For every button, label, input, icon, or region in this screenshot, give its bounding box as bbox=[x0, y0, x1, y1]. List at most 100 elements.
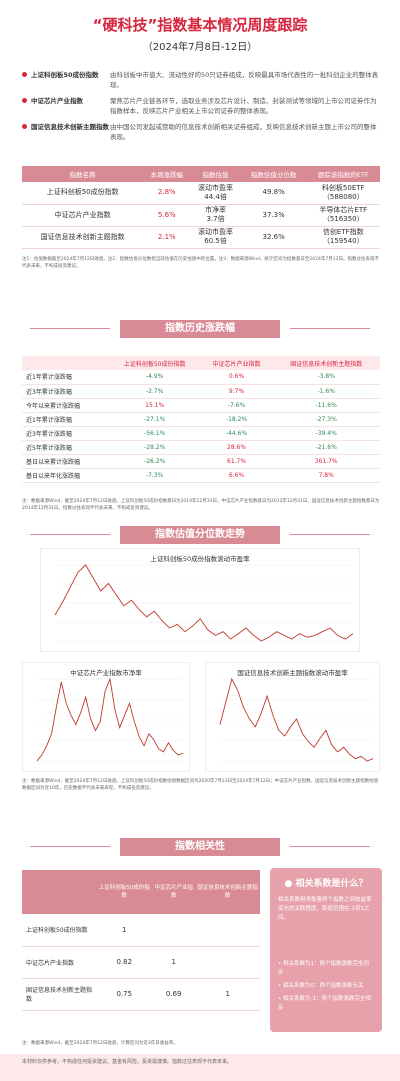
list-item: • 相关系数为0：两个指数涨跌无关 bbox=[278, 983, 364, 989]
pe-chart-star50: 上证科创板50成份指数滚动市盈率 bbox=[40, 548, 360, 652]
row-label: 近1年累计涨跌幅 bbox=[22, 370, 109, 385]
return-value: 6.6% bbox=[200, 468, 273, 483]
intro-row: 中证芯片产业指数 聚焦芯片产业链各环节，选取业务涉及芯片设计、制造、封装测试等领… bbox=[22, 96, 380, 116]
return-value: 0.6% bbox=[200, 370, 273, 385]
return-value: 61.7% bbox=[200, 454, 273, 469]
table-row: 上证科创板50成份指数 1 bbox=[22, 914, 260, 947]
series-line bbox=[219, 677, 374, 762]
explainer-list: • 相关系数为1：两个指数涨跌完全同步 • 相关系数为0：两个指数涨跌无关 • … bbox=[278, 960, 374, 1017]
weekly-change: 5.6% bbox=[143, 204, 191, 227]
return-value: -56.1% bbox=[108, 426, 201, 441]
valuation-percentile: 37.3% bbox=[240, 204, 307, 227]
index-summary-table: 指数名称 本周涨跌幅 指数估值 指数估值分位数 跟踪该指数的ETF 上证科创板5… bbox=[22, 166, 380, 249]
index-intro: 上证科创板50成份指数 由科创板中市值大、流动性好的50只证券组成，反映最具市场… bbox=[22, 70, 380, 148]
list-item: • 相关系数为-1：两个指数涨跌完全相反 bbox=[278, 996, 371, 1011]
row-label: 基日以来累计涨跌幅 bbox=[22, 454, 109, 469]
section-title: 指数历史涨跌幅 bbox=[30, 320, 370, 338]
return-value: -27.1% bbox=[108, 412, 201, 427]
weekly-change: 2.8% bbox=[143, 182, 191, 205]
table-row: 近1年累计涨跌幅 -4.9% 0.6% -3.8% bbox=[22, 370, 380, 385]
return-value: -26.2% bbox=[108, 454, 201, 469]
table-header bbox=[22, 356, 109, 370]
header: “硬科技”指数基本情况周度跟踪 （2024年7月8日-12日） bbox=[0, 0, 400, 66]
table-row: 基日以来累计涨跌幅 -26.2% 61.7% 361.7% bbox=[22, 454, 380, 469]
table-header: 跟踪该指数的ETF bbox=[306, 166, 380, 182]
table-row: 基日以来年化涨跌幅 -7.3% 6.6% 7.8% bbox=[22, 468, 380, 483]
row-label: 近3年累计涨跌幅 bbox=[22, 384, 109, 399]
return-value: 28.6% bbox=[200, 440, 273, 455]
return-value: -21.6% bbox=[272, 440, 380, 455]
bullet-dot-icon bbox=[22, 72, 27, 77]
pb-chart-chip: 中证芯片产业指数市净率 bbox=[22, 662, 190, 772]
footnote: 注：数据来源Wind，截至2024年7月12日收盘，计算区间为近3年日收益率。 bbox=[22, 1041, 178, 1046]
index-name: 国证信息技术创新主题指数 bbox=[22, 226, 144, 249]
explainer-text: 相关系数用来衡量两个指数之间收益率变化的关联程度，取值范围在-1到1之间。 bbox=[278, 897, 372, 921]
line-chart bbox=[54, 564, 354, 642]
row-label: 近5年累计涨跌幅 bbox=[22, 440, 109, 455]
footer: 本材料仅供参考，不构成任何投资建议。基金有风险，投资需谨慎。指数过往表现不代表未… bbox=[0, 1054, 400, 1081]
table-header: 指数估值分位数 bbox=[240, 166, 307, 182]
valuation: 滚动市盈率 60.5倍 bbox=[190, 226, 241, 249]
return-value: -4.9% bbox=[108, 370, 201, 385]
table-row: 近5年累计涨跌幅 -28.2% 28.6% -21.6% bbox=[22, 440, 380, 455]
intro-desc: 由科创板中市值大、流动性好的50只证券组成，反映最具市场代表性的一批科创企业的整… bbox=[110, 71, 379, 89]
table-header: 上证科创板50成份指数 bbox=[108, 356, 201, 370]
table-row: 国证信息技术创新主题指数 0.75 0.69 1 bbox=[22, 978, 260, 1011]
section-title: 指数相关性 bbox=[30, 838, 370, 856]
return-value: -27.3% bbox=[272, 412, 380, 427]
explainer-title: ● 相关系数是什么？ bbox=[284, 879, 368, 889]
index-name: 上证科创板50成份指数 bbox=[22, 182, 144, 205]
table-header: 国证信息技术创新主题指数 bbox=[195, 870, 260, 914]
section-title: 指数估值分位数走势 bbox=[30, 526, 370, 544]
table-row: 今年以来累计涨跌幅 15.1% -7.6% -11.6% bbox=[22, 398, 380, 413]
list-item: • 相关系数为1：两个指数涨跌完全同步 bbox=[278, 961, 370, 976]
history-return-table: 上证科创板50成份指数 中证芯片产业指数 国证信息技术创新主题指数 近1年累计涨… bbox=[22, 356, 380, 483]
page-subtitle: （2024年7月8日-12日） bbox=[142, 42, 258, 53]
bullet-dot-icon bbox=[22, 98, 27, 103]
return-value: 7.8% bbox=[272, 468, 380, 483]
table-header: 上证科创板50成份指数 bbox=[96, 870, 153, 914]
correlation-table: 上证科创板50成份指数 中证芯片产业指数 国证信息技术创新主题指数 上证科创板5… bbox=[22, 870, 260, 1011]
return-value: -3.8% bbox=[272, 370, 380, 385]
series-line bbox=[54, 564, 354, 642]
intro-desc: 聚焦芯片产业链各环节，选取业务涉及芯片设计、制造、封装测试等领域的上市公司证券作… bbox=[110, 97, 377, 115]
table-row: 近3年累计涨跌幅 -56.1% -44.6% -39.4% bbox=[22, 426, 380, 441]
return-value: -1.6% bbox=[272, 384, 380, 399]
table-row: 上证科创板50成份指数 2.8% 滚动市盈率 44.4倍 49.8% 科创板50E… bbox=[22, 182, 380, 205]
return-value: -28.2% bbox=[108, 440, 201, 455]
return-value: -39.4% bbox=[272, 426, 380, 441]
footnote: 注：数据来源Wind，截至2024年7月12日收盘。上证科创板50成份指数基日为… bbox=[22, 499, 380, 511]
table-header: 指数估值 bbox=[190, 166, 241, 182]
return-value: -7.3% bbox=[108, 468, 201, 483]
line-chart bbox=[36, 677, 184, 762]
intro-name: 国证信息技术创新主题指数 bbox=[31, 123, 109, 131]
chart-title: 上证科创板50成份指数滚动市盈率 bbox=[150, 555, 250, 563]
table-header: 国证信息技术创新主题指数 bbox=[272, 356, 380, 370]
page-title: “硬科技”指数基本情况周度跟踪 bbox=[92, 16, 308, 34]
line-chart bbox=[219, 677, 374, 762]
table-header: 指数名称 bbox=[22, 166, 144, 182]
return-value: -2.7% bbox=[108, 384, 201, 399]
return-value: -44.6% bbox=[200, 426, 273, 441]
row-label: 今年以来累计涨跌幅 bbox=[22, 398, 109, 413]
valuation-percentile: 32.6% bbox=[240, 226, 307, 249]
return-value: 9.7% bbox=[200, 384, 273, 399]
return-value: -18.2% bbox=[200, 412, 273, 427]
index-name: 中证芯片产业指数 bbox=[22, 204, 144, 227]
footnote: 注1：估值数据截至2024年7月12日收盘。注2：指数估值分位数指当前估值在历史… bbox=[22, 257, 379, 269]
table-header: 本周涨跌幅 bbox=[143, 166, 191, 182]
row-label: 基日以来年化涨跌幅 bbox=[22, 468, 109, 483]
table-header: 中证芯片产业指数 bbox=[152, 870, 196, 914]
valuation-percentile: 49.8% bbox=[240, 182, 307, 205]
table-row: 国证信息技术创新主题指数 2.1% 滚动市盈率 60.5倍 32.6% 信创ETF… bbox=[22, 226, 380, 249]
valuation: 市净率 3.7倍 bbox=[190, 204, 241, 227]
bullet-dot-icon bbox=[22, 124, 27, 129]
intro-row: 上证科创板50成份指数 由科创板中市值大、流动性好的50只证券组成，反映最具市场… bbox=[22, 70, 380, 90]
tracking-etf: 信创ETF指数 （159540） bbox=[306, 226, 380, 249]
return-value: -11.6% bbox=[272, 398, 380, 413]
table-row: 中证芯片产业指数 5.6% 市净率 3.7倍 37.3% 半导体芯片ETF （516… bbox=[22, 204, 380, 227]
table-header: 中证芯片产业指数 bbox=[200, 356, 273, 370]
intro-row: 国证信息技术创新主题指数 由中国公司发起或赞助的信息技术创新相关证券组成，反映信… bbox=[22, 122, 380, 142]
return-value: -7.6% bbox=[200, 398, 273, 413]
intro-desc: 由中国公司发起或赞助的信息技术创新相关证券组成，反映信息技术创新主题上市公司的整… bbox=[110, 123, 377, 141]
